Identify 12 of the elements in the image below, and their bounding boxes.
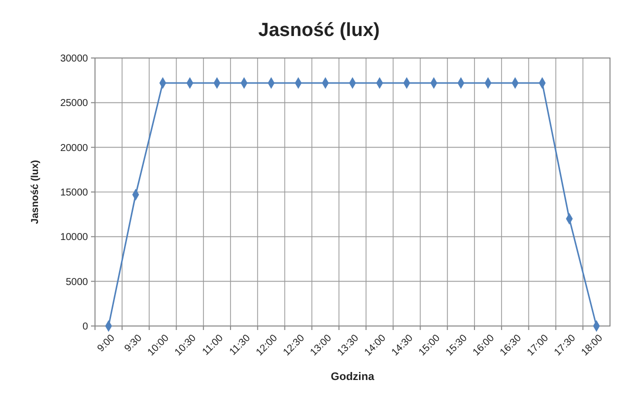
y-tick-label: 25000	[60, 98, 88, 110]
x-tick-label: 9:00	[96, 332, 118, 354]
y-tick-label: 0	[82, 322, 88, 332]
y-tick-label: 20000	[60, 142, 88, 154]
y-tick-label: 10000	[60, 232, 88, 244]
chart-title: Jasność (lux)	[258, 20, 380, 41]
y-tick-label: 15000	[60, 188, 88, 198]
y-axis-title: Jasność (lux)	[30, 160, 41, 224]
y-tick-label: 5000	[66, 276, 88, 288]
x-axis-title: Godzina	[330, 371, 376, 383]
y-tick-label: 30000	[60, 54, 88, 64]
x-tick-label: 9:30	[122, 332, 145, 354]
